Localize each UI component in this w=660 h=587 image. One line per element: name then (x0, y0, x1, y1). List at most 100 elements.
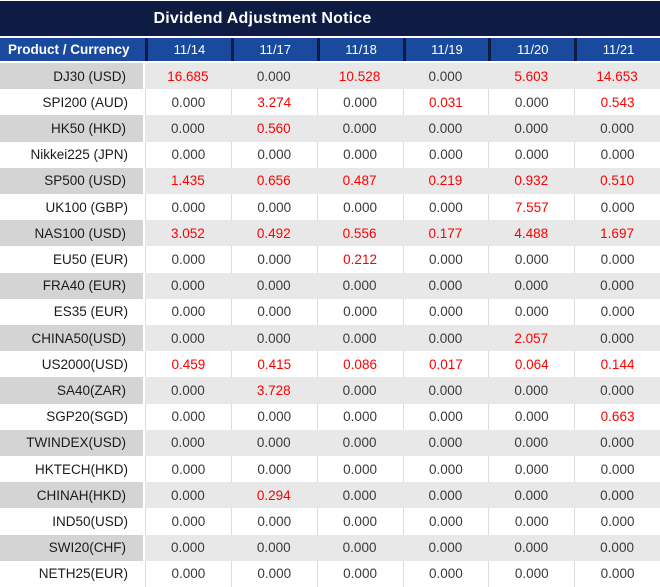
value-cell: 0.000 (316, 456, 403, 483)
value-cell: 0.932 (488, 167, 575, 195)
value-cell: 0.000 (316, 298, 403, 326)
value-cell: 0.415 (230, 351, 317, 378)
value-cell: 0.000 (316, 508, 403, 535)
table-row: CHINA50(USD) 0.000 0.000 0.000 0.000 2.057 0.0… (0, 325, 660, 352)
value-cell: 0.000 (402, 141, 489, 168)
value-cell: 0.000 (316, 89, 403, 116)
product-cell: TWINDEX(USD) (0, 429, 145, 457)
value-cell: 10.528 (316, 63, 403, 90)
value-cell: 0.000 (574, 456, 660, 483)
value-cell: 0.000 (574, 534, 660, 561)
value-cell: 0.000 (488, 456, 575, 483)
value-cell: 0.000 (488, 429, 575, 457)
value-cell: 3.274 (230, 89, 317, 116)
value-cell: 0.000 (316, 403, 403, 430)
value-cell: 0.000 (230, 508, 317, 535)
value-cell: 0.000 (145, 298, 231, 326)
value-cell: 0.000 (488, 115, 575, 142)
value-cell: 0.000 (402, 534, 489, 561)
value-cell: 0.000 (402, 325, 489, 352)
value-cell: 0.000 (316, 115, 403, 142)
value-cell: 0.556 (316, 220, 403, 247)
value-cell: 0.000 (574, 246, 660, 273)
value-cell: 0.000 (145, 89, 231, 116)
product-cell: FRA40 (EUR) (0, 272, 145, 299)
table-row: SPI200 (AUD) 0.000 3.274 0.000 0.031 0.000 0.5… (0, 89, 660, 116)
value-cell: 0.000 (230, 63, 317, 90)
value-cell: 0.000 (316, 141, 403, 168)
value-cell: 0.000 (316, 482, 403, 509)
column-header-date: 11/19 (402, 38, 489, 61)
value-cell: 0.000 (488, 272, 575, 299)
value-cell: 0.000 (230, 403, 317, 430)
product-cell: SPI200 (AUD) (0, 89, 145, 116)
column-header-date: 11/21 (574, 38, 660, 61)
value-cell: 0.144 (574, 351, 660, 378)
value-cell: 0.000 (316, 272, 403, 299)
product-cell: DJ30 (USD) (0, 63, 145, 90)
product-cell: UK100 (GBP) (0, 194, 145, 221)
value-cell: 0.000 (145, 141, 231, 168)
column-header-date: 11/17 (230, 38, 317, 61)
value-cell: 0.000 (574, 272, 660, 299)
product-cell: US2000(USD) (0, 351, 145, 378)
value-cell: 0.000 (145, 272, 231, 299)
value-cell: 0.000 (488, 482, 575, 509)
value-cell: 0.000 (145, 403, 231, 430)
value-cell: 0.000 (230, 456, 317, 483)
table-row: HKTECH(HKD) 0.000 0.000 0.000 0.000 0.000 0.00… (0, 456, 660, 483)
product-cell: NETH25(EUR) (0, 560, 145, 587)
value-cell: 0.000 (402, 456, 489, 483)
value-cell: 0.000 (145, 508, 231, 535)
value-cell: 0.000 (574, 508, 660, 535)
value-cell: 0.000 (230, 272, 317, 299)
column-header-date: 11/20 (488, 38, 575, 61)
value-cell: 0.000 (488, 508, 575, 535)
value-cell: 0.000 (402, 560, 489, 587)
value-cell: 0.000 (488, 534, 575, 561)
value-cell: 3.052 (145, 220, 231, 247)
value-cell: 0.663 (574, 403, 660, 430)
column-header-product: Product / Currency (0, 38, 145, 61)
value-cell: 0.000 (402, 63, 489, 90)
value-cell: 0.560 (230, 115, 317, 142)
value-cell: 0.510 (574, 167, 660, 195)
value-cell: 0.000 (574, 141, 660, 168)
value-cell: 0.000 (402, 429, 489, 457)
value-cell: 0.000 (230, 141, 317, 168)
value-cell: 0.000 (316, 377, 403, 404)
value-cell: 0.000 (488, 141, 575, 168)
value-cell: 0.000 (145, 456, 231, 483)
page-title: Dividend Adjustment Notice (0, 1, 660, 36)
value-cell: 0.000 (145, 560, 231, 587)
value-cell: 0.000 (230, 560, 317, 587)
product-cell: HKTECH(HKD) (0, 456, 145, 483)
table-row: FRA40 (EUR) 0.000 0.000 0.000 0.000 0.000 0.00… (0, 272, 660, 299)
value-cell: 0.000 (145, 246, 231, 273)
table-body: DJ30 (USD) 16.685 0.000 10.528 0.000 5.603 14.… (0, 63, 660, 587)
table-row: SP500 (USD) 1.435 0.656 0.487 0.219 0.932 0.51… (0, 167, 660, 195)
value-cell: 0.000 (488, 403, 575, 430)
value-cell: 0.000 (574, 429, 660, 457)
product-cell: SA40(ZAR) (0, 377, 145, 404)
table-row: UK100 (GBP) 0.000 0.000 0.000 0.000 7.557 0.00… (0, 194, 660, 221)
value-cell: 0.000 (488, 89, 575, 116)
value-cell: 0.000 (402, 298, 489, 326)
value-cell: 0.031 (402, 89, 489, 116)
value-cell: 0.492 (230, 220, 317, 247)
product-cell: EU50 (EUR) (0, 246, 145, 273)
table-row: IND50(USD) 0.000 0.000 0.000 0.000 0.000 0.000 (0, 508, 660, 535)
value-cell: 0.543 (574, 89, 660, 116)
table-row: Nikkei225 (JPN) 0.000 0.000 0.000 0.000 0.000… (0, 141, 660, 168)
value-cell: 0.000 (488, 377, 575, 404)
value-cell: 0.000 (230, 194, 317, 221)
value-cell: 0.219 (402, 167, 489, 195)
value-cell: 0.294 (230, 482, 317, 509)
table-row: NETH25(EUR) 0.000 0.000 0.000 0.000 0.000 0.00… (0, 560, 660, 587)
value-cell: 0.000 (230, 246, 317, 273)
value-cell: 0.000 (316, 429, 403, 457)
value-cell: 0.000 (316, 325, 403, 352)
value-cell: 0.000 (402, 115, 489, 142)
value-cell: 0.000 (145, 482, 231, 509)
